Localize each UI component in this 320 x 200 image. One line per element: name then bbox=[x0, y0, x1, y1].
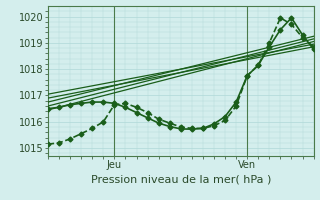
X-axis label: Pression niveau de la mer( hPa ): Pression niveau de la mer( hPa ) bbox=[91, 174, 271, 184]
